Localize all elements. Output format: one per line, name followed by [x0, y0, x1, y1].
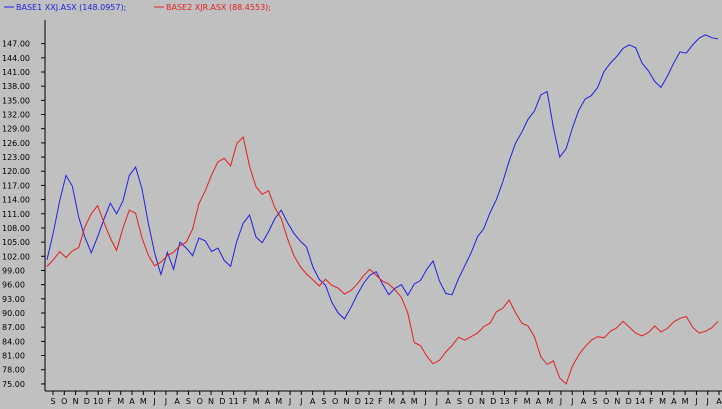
y-tick-label: 93.00: [2, 295, 25, 304]
x-tick-label: M: [253, 397, 260, 406]
x-tick-label: J: [435, 397, 438, 406]
x-tick-label: J: [570, 397, 573, 406]
y-tick-label: 147.00: [2, 40, 30, 49]
y-tick-label: 138.00: [2, 82, 30, 91]
x-tick-label: N: [73, 397, 79, 406]
x-tick-label: F: [378, 397, 383, 406]
x-tick-label: M: [388, 397, 395, 406]
x-tick-label: S: [50, 397, 55, 406]
x-tick-label: S: [186, 397, 191, 406]
x-tick-label: 12: [364, 397, 374, 406]
x-tick-label: D: [355, 397, 361, 406]
series-line-base1: [46, 34, 719, 320]
y-tick-label: 132.00: [2, 111, 30, 120]
y-tick-label: 135.00: [2, 96, 30, 105]
x-tick-label: J: [164, 397, 167, 406]
x-tick-label: S: [321, 397, 326, 406]
x-tick-label: J: [559, 397, 562, 406]
x-tick-label: S: [457, 397, 462, 406]
y-tick-label: 81.00: [2, 352, 25, 361]
y-tick-label: 96.00: [2, 281, 25, 290]
y-tick-label: 123.00: [2, 153, 30, 162]
x-tick-label: J: [423, 397, 426, 406]
y-tick-label: 114.00: [2, 196, 30, 205]
y-tick-label: 84.00: [2, 337, 25, 346]
axes: [44, 20, 722, 392]
x-tick-label: M: [682, 397, 689, 406]
x-tick-label: A: [671, 397, 677, 406]
y-tick-label: 90.00: [2, 309, 25, 318]
x-tick-label: F: [107, 397, 112, 406]
x-tick-label: D: [84, 397, 90, 406]
x-tick-label: J: [288, 397, 291, 406]
x-tick-label: M: [659, 397, 666, 406]
x-tick-label: O: [197, 397, 203, 406]
x-tick-label: A: [265, 397, 271, 406]
x-tick-label: 13: [499, 397, 509, 406]
x-tick-label: J: [299, 397, 302, 406]
x-tick-label: O: [603, 397, 609, 406]
y-tick-label: 144.00: [2, 54, 30, 63]
y-tick-label: 117.00: [2, 181, 30, 190]
x-tick-label: A: [129, 397, 135, 406]
x-tick-label: 10: [93, 397, 103, 406]
x-tick-label: A: [400, 397, 406, 406]
series: [46, 34, 719, 385]
x-tick-label: D: [490, 397, 496, 406]
x-tick-label: N: [479, 397, 485, 406]
y-tick-label: 141.00: [2, 68, 30, 77]
x-tick-label: F: [243, 397, 248, 406]
x-tick-label: 14: [635, 397, 645, 406]
x-tick-label: D: [219, 397, 225, 406]
y-tick-label: 75.00: [2, 380, 25, 389]
x-tick-label: A: [716, 397, 722, 406]
series-line-base2: [46, 135, 719, 385]
x-tick-label: A: [581, 397, 587, 406]
x-tick-label: O: [468, 397, 474, 406]
y-ticks: 75.00 78.00 81.00 84.00 87.00 90.00 93.00 96.00…: [2, 40, 45, 389]
x-tick-label: S: [592, 397, 597, 406]
x-tick-label: N: [343, 397, 349, 406]
legend-entry-base1: BASE1 XXJ.ASX (148.0957);: [16, 3, 126, 12]
x-tick-label: N: [614, 397, 620, 406]
x-tick-label: O: [332, 397, 338, 406]
x-tick-label: O: [61, 397, 67, 406]
x-tick-label: A: [174, 397, 180, 406]
y-tick-label: 126.00: [2, 139, 30, 148]
y-tick-label: 78.00: [2, 366, 25, 375]
y-tick-label: 105.00: [2, 238, 30, 247]
x-tick-label: D: [626, 397, 632, 406]
x-tick-label: M: [117, 397, 124, 406]
x-tick-label: M: [524, 397, 531, 406]
x-tick-label: J: [694, 397, 697, 406]
x-tick-label: A: [445, 397, 451, 406]
y-tick-label: 111.00: [2, 210, 30, 219]
x-tick-label: J: [152, 397, 155, 406]
x-ticks: S O N D 10 F M A M J J A S O N D 11 F M A M J J A S O N D 12 F M A M J J A S…: [50, 391, 722, 406]
x-tick-label: F: [649, 397, 654, 406]
x-tick-label: M: [546, 397, 553, 406]
y-tick-label: 129.00: [2, 125, 30, 134]
legend: BASE1 XXJ.ASX (148.0957); BASE2 XJR.ASX …: [4, 3, 271, 12]
y-tick-label: 108.00: [2, 224, 30, 233]
x-tick-label: J: [706, 397, 709, 406]
y-tick-label: 120.00: [2, 167, 30, 176]
x-tick-label: A: [310, 397, 316, 406]
x-tick-label: M: [140, 397, 147, 406]
y-tick-label: 99.00: [2, 266, 25, 275]
y-tick-label: 87.00: [2, 323, 25, 332]
x-tick-label: F: [514, 397, 519, 406]
x-tick-label: M: [275, 397, 282, 406]
x-tick-label: 11: [229, 397, 239, 406]
y-tick-label: 102.00: [2, 252, 30, 261]
x-tick-label: M: [411, 397, 418, 406]
x-tick-label: N: [208, 397, 214, 406]
x-tick-label: A: [536, 397, 542, 406]
legend-entry-base2: BASE2 XJR.ASX (88.4553);: [166, 3, 271, 12]
